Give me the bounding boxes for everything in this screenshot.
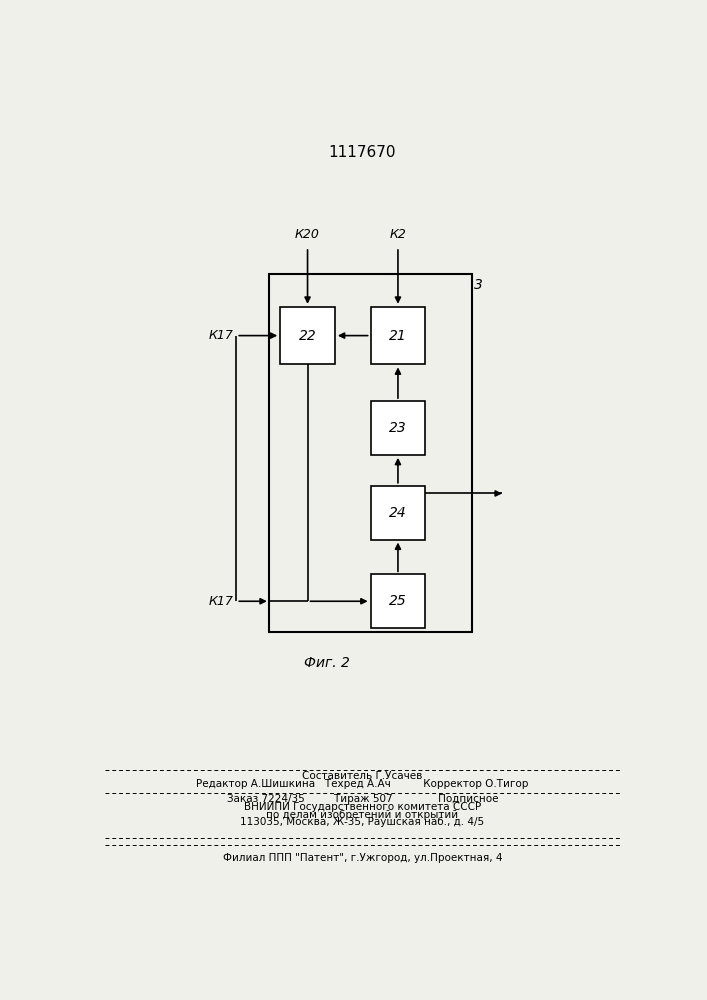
Bar (269, 274, 472, 632)
Bar (370, 486, 426, 540)
Text: по делам изобретений и открытий: по делам изобретений и открытий (267, 810, 458, 820)
Bar (280, 307, 335, 364)
Text: Фиг. 2: Фиг. 2 (304, 656, 350, 670)
Bar (370, 574, 426, 628)
Text: Редактор А.Шишкина   Техред А.Ач          Корректор О.Тигор: Редактор А.Шишкина Техред А.Ач Корректор… (196, 779, 529, 789)
Bar (370, 401, 426, 455)
Text: 1117670: 1117670 (329, 145, 396, 160)
Text: Филиал ППП "Патент", г.Ужгород, ул.Проектная, 4: Филиал ППП "Патент", г.Ужгород, ул.Проек… (223, 853, 502, 863)
Text: 113035, Москва, Ж-35, Раушская наб., д. 4/5: 113035, Москва, Ж-35, Раушская наб., д. … (240, 817, 484, 827)
Text: К17: К17 (209, 595, 233, 608)
Text: К17: К17 (209, 329, 233, 342)
Text: 3: 3 (474, 278, 482, 292)
Text: 24: 24 (389, 506, 407, 520)
Text: 25: 25 (389, 594, 407, 608)
Text: Составитель Г.Усачев: Составитель Г.Усачев (302, 771, 423, 781)
Text: 23: 23 (389, 421, 407, 435)
Text: К20: К20 (295, 228, 320, 241)
Text: ВНИИПИ Государственного комитета СССР: ВНИИПИ Государственного комитета СССР (244, 802, 481, 812)
Text: К2: К2 (390, 228, 407, 241)
Bar (370, 307, 426, 364)
Text: 21: 21 (389, 329, 407, 343)
Text: 22: 22 (298, 329, 317, 343)
Text: Заказ 7224/35         Тираж 507              Подписное: Заказ 7224/35 Тираж 507 Подписное (226, 794, 498, 804)
